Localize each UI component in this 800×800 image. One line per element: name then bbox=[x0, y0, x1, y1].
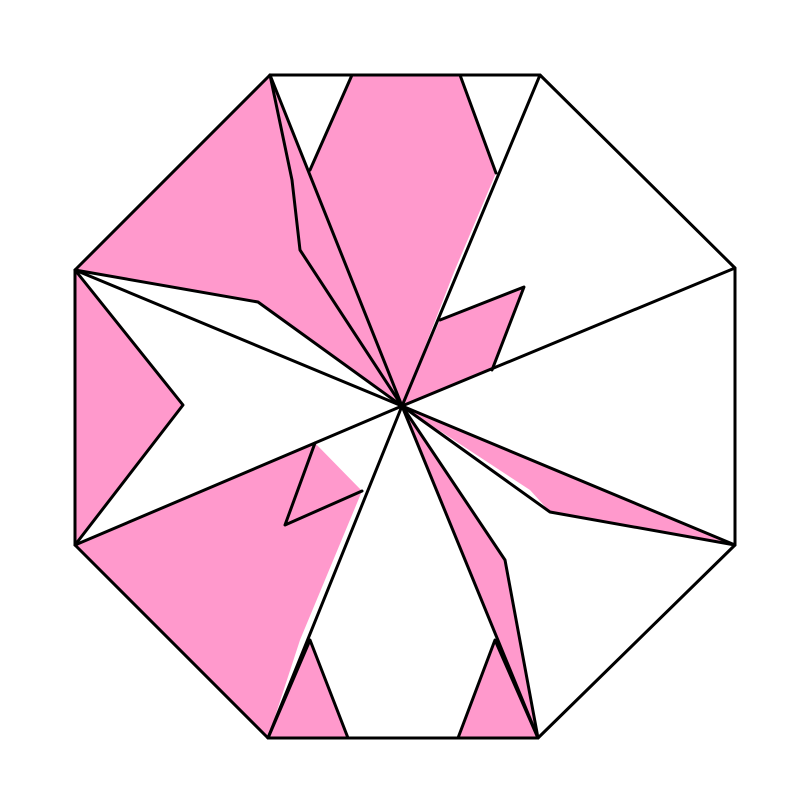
pink-region-bottom-left-blade bbox=[75, 443, 362, 738]
pink-region-bottom-right-notch bbox=[458, 640, 538, 738]
inner-edge-i bbox=[456, 638, 540, 740]
spoke-to-top-right-vertex bbox=[400, 73, 542, 408]
inner-edge-g bbox=[283, 441, 364, 527]
inner-edge-f bbox=[438, 285, 526, 372]
inner-edge-k bbox=[400, 404, 737, 547]
spoke-to-right-upper-vertex bbox=[400, 266, 737, 408]
inner-edge-b bbox=[458, 73, 498, 175]
pink-region-top-left-blade bbox=[75, 75, 402, 406]
spoke-to-left-lower-vertex bbox=[73, 404, 404, 547]
inner-edge-h bbox=[266, 638, 350, 740]
pink-region-top-kite bbox=[292, 75, 496, 406]
edge-lines bbox=[73, 73, 737, 740]
inner-edge-e bbox=[73, 268, 185, 547]
spoke-to-top-left-vertex bbox=[268, 73, 404, 408]
inner-edge-c bbox=[268, 73, 404, 408]
inner-edge-d bbox=[73, 268, 404, 408]
inner-edge-a bbox=[308, 73, 354, 172]
spoke-to-left-upper-vertex bbox=[73, 268, 404, 408]
pink-region-bottom-left-notch bbox=[268, 640, 348, 738]
spoke-to-right-lower-vertex bbox=[400, 404, 737, 547]
pink-region-left-triangle bbox=[75, 270, 183, 545]
inner-edge-j bbox=[400, 404, 540, 740]
pink-region-center-right-notch bbox=[402, 287, 524, 406]
